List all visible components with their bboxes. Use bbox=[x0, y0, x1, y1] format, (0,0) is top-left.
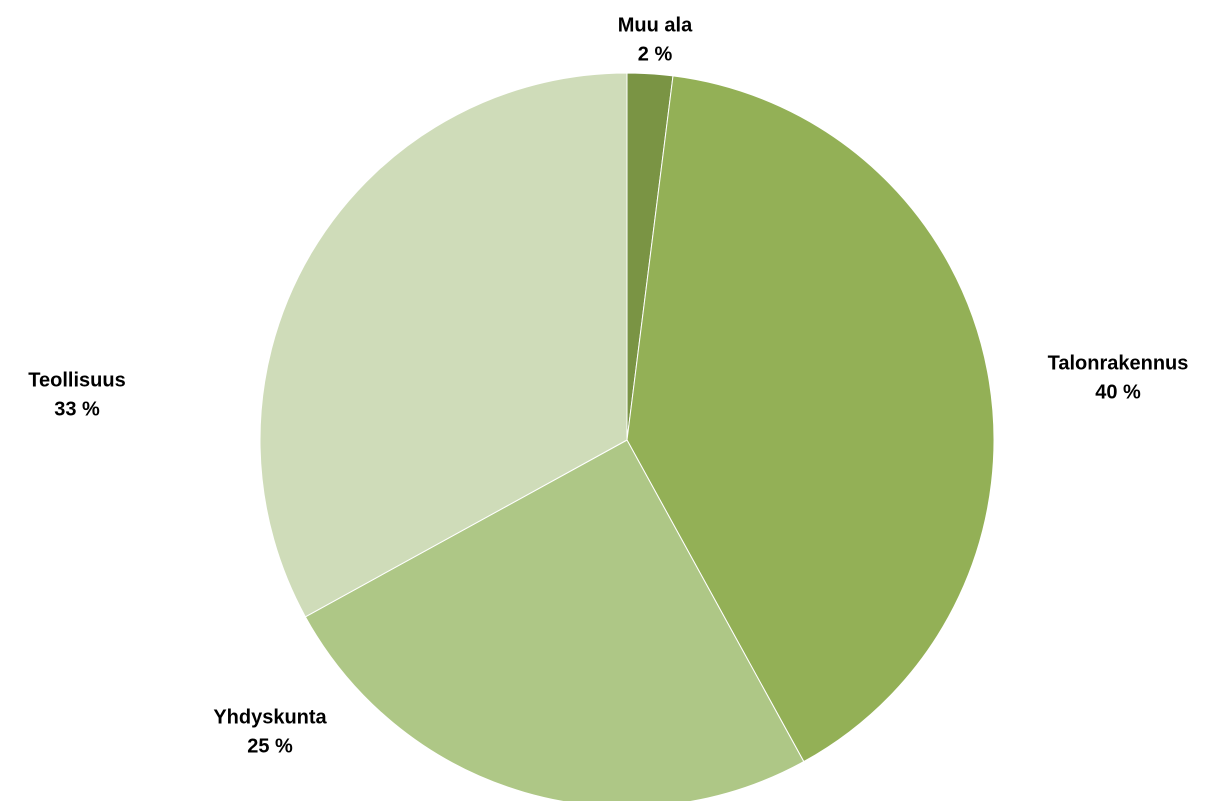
pie-slice bbox=[259, 72, 628, 618]
slice-name-label: Muu ala bbox=[618, 14, 693, 36]
slice-value-label: 40 % bbox=[1095, 381, 1141, 403]
pie-slice bbox=[304, 439, 805, 801]
slice-value-label: 2 % bbox=[638, 43, 673, 65]
slice-value-label: 25 % bbox=[247, 735, 293, 757]
pie-slice bbox=[626, 75, 995, 763]
slice-name-label: Teollisuus bbox=[28, 369, 125, 391]
slice-value-label: 33 % bbox=[54, 398, 100, 420]
slice-name-label: Talonrakennus bbox=[1048, 352, 1189, 374]
slice-name-label: Yhdyskunta bbox=[213, 706, 327, 728]
